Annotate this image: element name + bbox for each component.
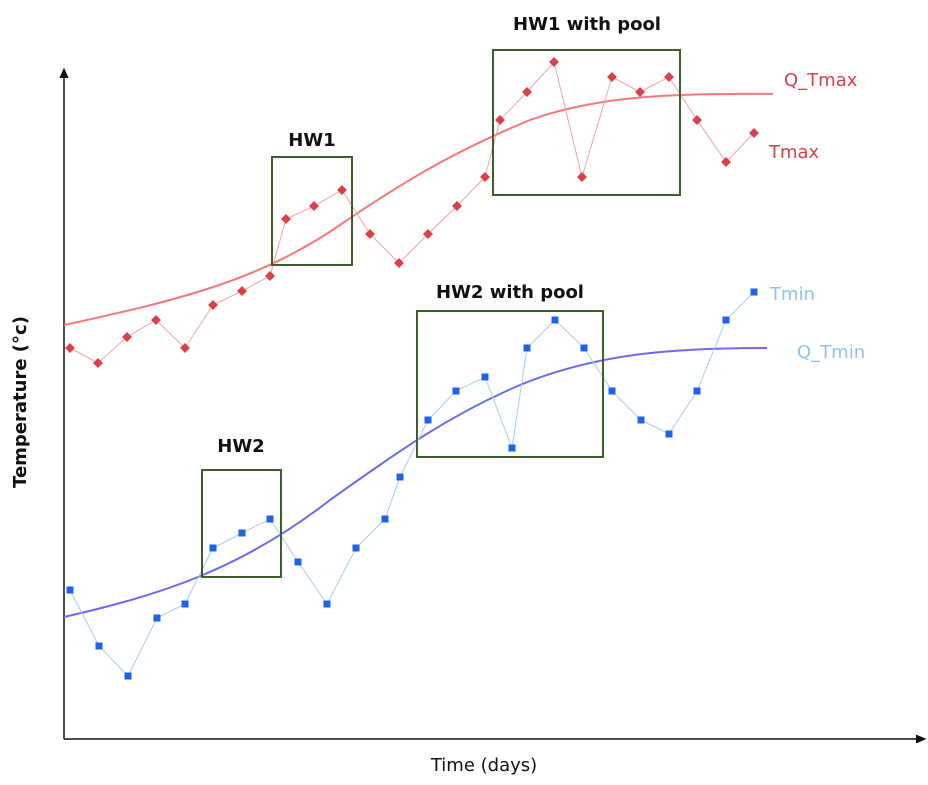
tmin-point-14 [425, 417, 432, 424]
tmax-point-21 [607, 72, 617, 82]
tmax-point-6 [208, 300, 218, 310]
tmin-point-8 [267, 516, 274, 523]
hw2-box [202, 470, 281, 577]
tmax-point-24 [692, 115, 702, 125]
tmax-point-10 [309, 201, 319, 211]
tmax-point-20 [577, 172, 587, 182]
tmax-point-7 [237, 286, 247, 296]
tmin-point-19 [552, 317, 559, 324]
tmin-point-16 [482, 374, 489, 381]
hw2-pool-label: HW2 with pool [436, 282, 584, 303]
hw1-box [272, 157, 352, 265]
tmin-point-20 [581, 345, 588, 352]
tmin-point-13 [397, 474, 404, 481]
q-tmin-label: Q_Tmin [797, 342, 865, 363]
tmax-point-1 [65, 343, 75, 353]
tmax-points [65, 57, 759, 368]
tmin-point-25 [723, 317, 730, 324]
tmin-series-line [70, 292, 754, 676]
q-tmax-curve [64, 94, 773, 325]
tmin-point-18 [524, 345, 531, 352]
tmin-point-21 [609, 388, 616, 395]
tmin-point-24 [694, 388, 701, 395]
y-axis-label: Temperature (°c) [10, 316, 31, 488]
tmax-point-8 [265, 271, 275, 281]
q-tmin-curve [64, 348, 767, 617]
tmin-point-5 [182, 601, 189, 608]
tmax-point-11 [337, 185, 347, 195]
tmin-point-6 [210, 545, 217, 552]
tmin-point-12 [382, 516, 389, 523]
tmin-point-23 [666, 431, 673, 438]
tmin-label: Tmin [769, 284, 815, 305]
hw2-label: HW2 [217, 436, 264, 457]
hw2-pool-box [417, 311, 603, 457]
q-tmax-label: Q_Tmax [784, 70, 858, 91]
tmax-point-22 [635, 87, 645, 97]
hw1-label: HW1 [288, 130, 335, 151]
tmin-point-1 [67, 587, 74, 594]
hw1-pool-box [493, 50, 680, 195]
tmin-point-17 [509, 445, 516, 452]
tmax-label: Tmax [768, 142, 820, 163]
tmin-point-11 [353, 545, 360, 552]
tmin-point-7 [239, 530, 246, 537]
tmin-point-10 [324, 601, 331, 608]
tmin-points [67, 289, 758, 680]
tmin-point-3 [125, 673, 132, 680]
tmax-point-23 [664, 72, 674, 82]
x-axis-label: Time (days) [430, 755, 537, 776]
tmin-point-15 [453, 388, 460, 395]
tmin-point-22 [638, 417, 645, 424]
tmin-point-26 [751, 289, 758, 296]
tmin-point-9 [295, 559, 302, 566]
hw1-pool-label: HW1 with pool [513, 14, 661, 35]
tmax-point-9 [281, 214, 291, 224]
tmin-point-2 [96, 643, 103, 650]
tmax-series-line [70, 62, 754, 363]
tmin-point-4 [154, 615, 161, 622]
